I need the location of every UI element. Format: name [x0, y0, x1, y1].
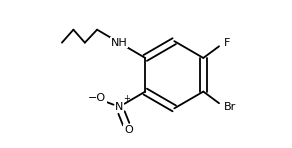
- Text: −O: −O: [88, 93, 106, 103]
- Text: +: +: [123, 94, 130, 103]
- Text: N: N: [115, 102, 124, 112]
- Text: O: O: [124, 125, 133, 135]
- Text: Br: Br: [224, 102, 236, 112]
- Text: F: F: [224, 38, 230, 48]
- Text: NH: NH: [111, 38, 128, 48]
